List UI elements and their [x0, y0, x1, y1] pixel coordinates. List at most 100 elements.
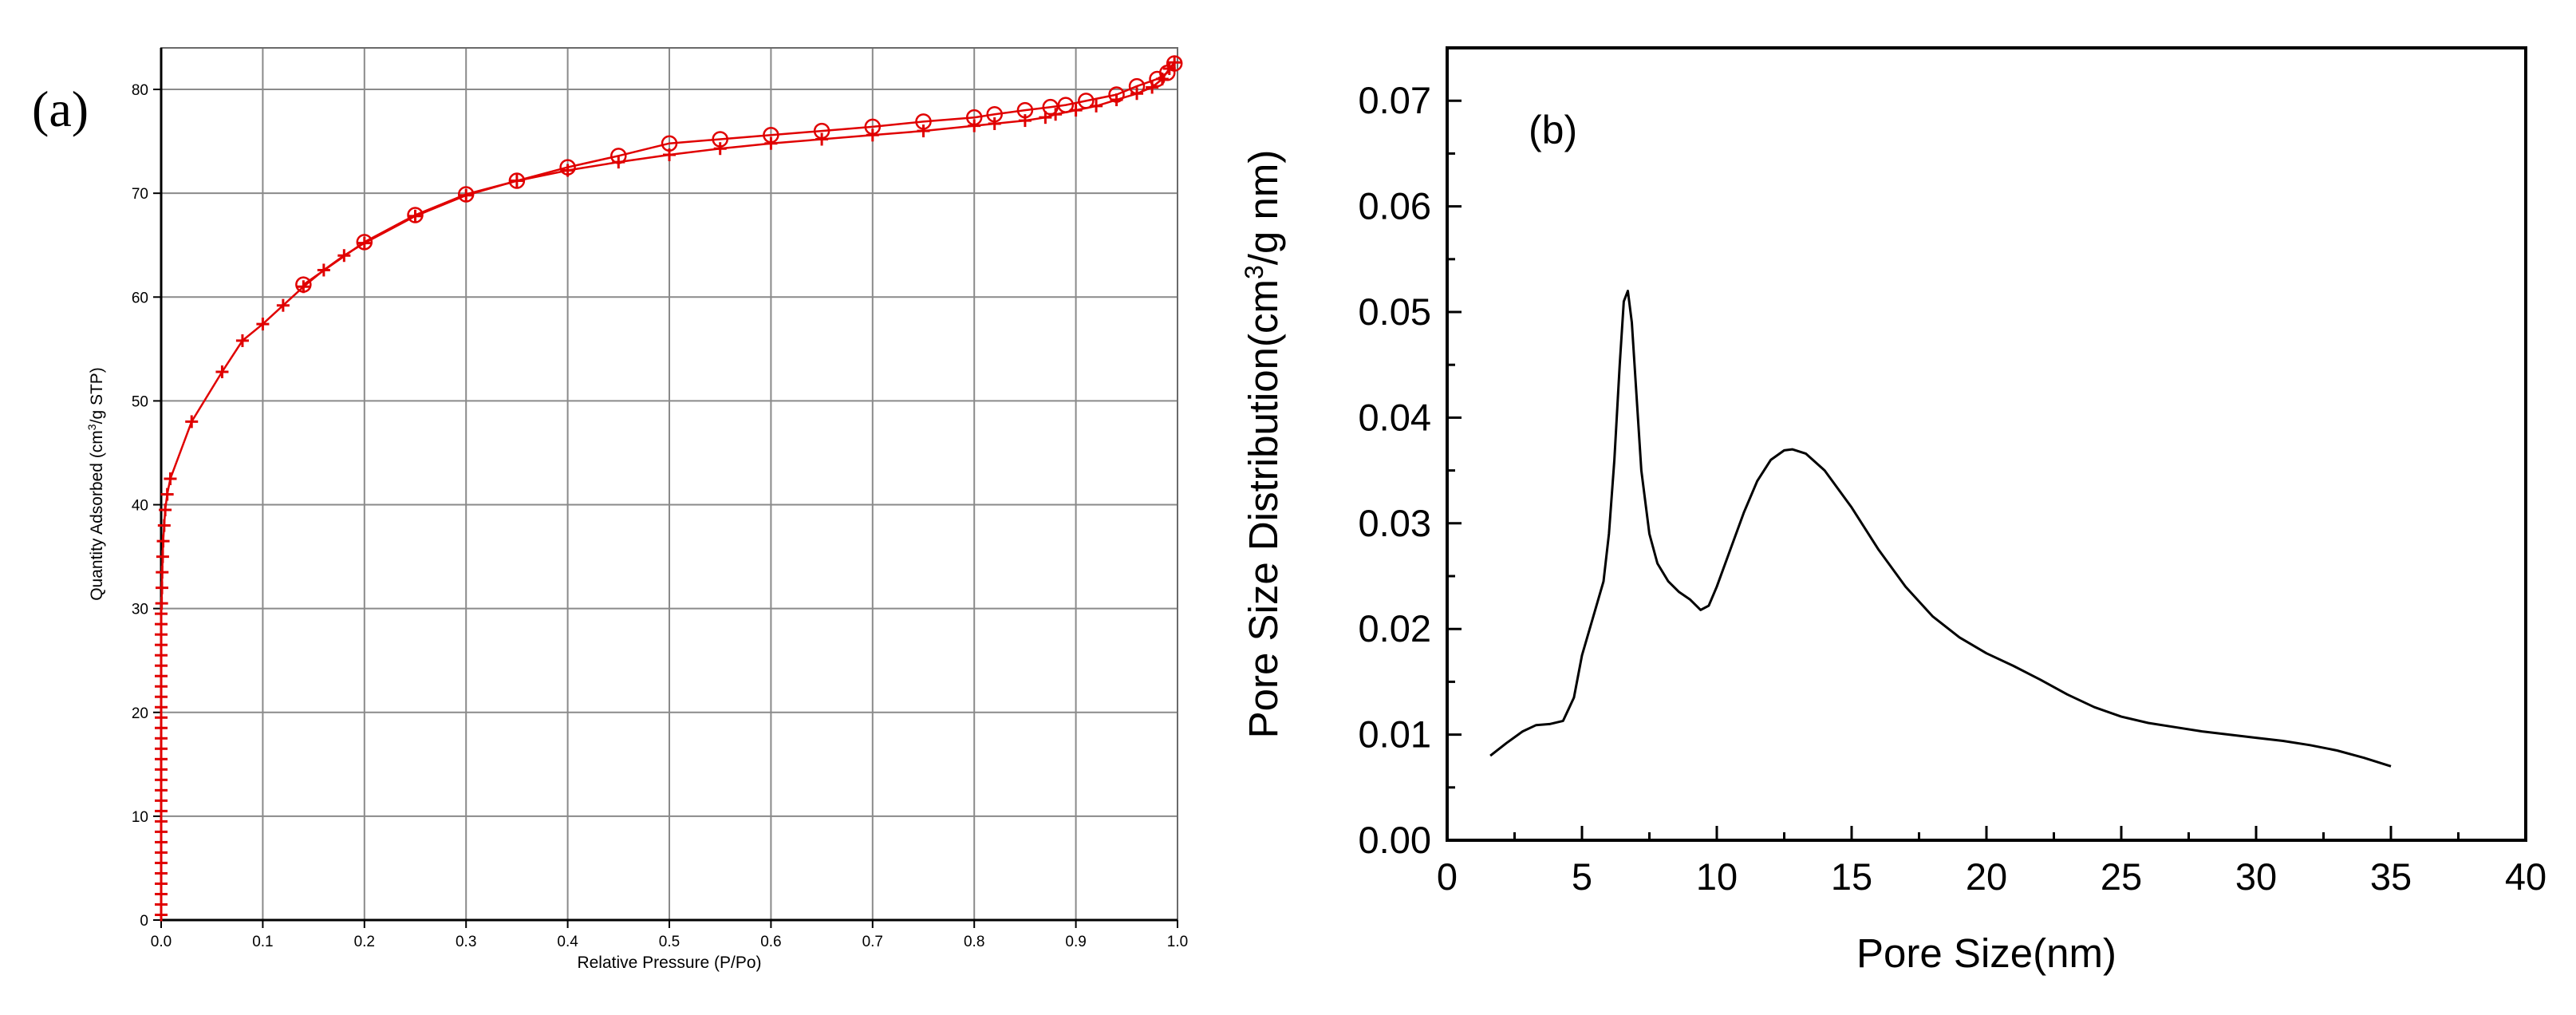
panel-a-x-tick-label: 0.7 [862, 934, 883, 950]
panel-a-x-tick-label: 0.2 [354, 934, 375, 950]
panel-b-y-tick-label: 0.02 [1359, 607, 1431, 650]
panel-a-point-circle [610, 148, 627, 164]
panel-a-series [155, 55, 1183, 922]
panel-a-x-tick-label: 0.3 [456, 934, 476, 950]
panel-a-x-tick-label: 1.0 [1167, 934, 1188, 950]
panel-b-x-tick-label: 10 [1696, 855, 1738, 898]
panel-b-x-tick-label: 25 [2101, 855, 2142, 898]
panel-a-point-circle [1078, 93, 1095, 109]
panel-a-y-axis-label-superscript: 3 [85, 424, 98, 430]
panel-a-point-plus [1018, 114, 1032, 128]
panel-a-point-plus [156, 581, 169, 594]
panel-b-x-tick-label: 20 [1966, 855, 2007, 898]
panel-b-y-tick-label: 0.03 [1359, 502, 1431, 544]
panel-a-label: (a) [32, 81, 89, 137]
panel-a-series-line-plus [160, 61, 1176, 915]
panel-b-plot-border [1446, 46, 2527, 842]
panel-a-x-ticks: 0.0 0.1 0.2 0.3 0.4 0.5 0.6 0.7 0.8 0.9 1.0 [151, 920, 1188, 950]
panel-a-point-plus [764, 136, 778, 150]
panel-a-point-plus [713, 142, 727, 156]
panel-b-x-axis-label: Pore Size(nm) [1856, 930, 2116, 976]
panel-a-point-circle [915, 113, 932, 130]
panel-a-y-tick-label: 10 [132, 809, 148, 826]
panel-a-y-tick-label: 40 [132, 498, 148, 515]
panel-a-point-circle [1057, 97, 1075, 113]
panel-a-y-tick-label: 70 [132, 186, 148, 203]
panel-a-point-circle [1128, 77, 1146, 95]
panel-a-point-plus [156, 566, 169, 579]
panel-a-point-plus [157, 519, 171, 532]
panel-a-point-circle [1016, 101, 1034, 119]
panel-a-chart: (a) 0.0 0.1 0.2 0.3 0.4 0.5 0.6 0.7 0.8 0.9 1.0 0 1… [32, 47, 1188, 972]
panel-a-point-plus [968, 119, 981, 132]
panel-a-point-circle [356, 234, 373, 251]
panel-b-y-ticks: 0.00 0.01 0.02 0.03 0.04 0.05 0.06 0.07 [1359, 79, 1462, 861]
panel-a-y-axis-label-part-2: /g STP) [88, 367, 106, 424]
panel-b-x-tick-label: 35 [2370, 855, 2412, 898]
panel-a-point-plus [164, 472, 177, 485]
panel-b-frame [1446, 46, 2527, 842]
panel-b-x-tick-label: 15 [1831, 855, 1872, 898]
panel-a-point-plus [988, 117, 1001, 130]
panel-b-x-tick-label: 40 [2505, 855, 2546, 898]
panel-a-point-circle [407, 207, 424, 223]
panel-a-point-plus [1168, 56, 1181, 69]
panel-a-point-circle [965, 109, 983, 126]
panel-a-y-axis-label-part-1: Quantity Adsorbed (cm [88, 430, 106, 601]
panel-a-x-tick-label: 0.4 [557, 934, 578, 950]
panel-a-point-circle [763, 127, 779, 144]
panel-a-point-plus [866, 128, 879, 142]
panel-a-y-tick-label: 80 [132, 82, 148, 99]
panel-b-y-tick-label: 0.05 [1359, 290, 1431, 333]
panel-a-y-tick-label: 50 [132, 393, 148, 410]
panel-a-y-tick-label: 0 [140, 913, 148, 930]
panel-b-chart: (b) 0 5 10 15 20 25 30 35 40 0.000.010.020.030.0… [1240, 46, 2546, 976]
panel-b-x-tick-label: 30 [2235, 855, 2277, 898]
panel-a-x-tick-label: 0.9 [1065, 934, 1086, 950]
panel-a-point-circle [1108, 86, 1125, 103]
panel-b-x-tick-label: 5 [1572, 855, 1592, 898]
panel-a-point-circle [295, 276, 312, 293]
panel-b-y-tick-label: 0.04 [1359, 396, 1431, 438]
panel-a-x-tick-label: 0.1 [252, 934, 273, 950]
panel-a-point-plus [155, 597, 168, 610]
panel-a-point-plus [160, 488, 174, 501]
panel-a-point-circle [986, 106, 1003, 123]
panel-a-point-plus [159, 504, 172, 517]
panel-a-grid [160, 47, 1178, 922]
panel-b-x-tick-label: 0 [1437, 855, 1458, 898]
panel-b-y-axis-label-part-2: /g nm) [1241, 150, 1286, 266]
panel-a-point-plus [235, 334, 249, 347]
panel-a-point-circle [457, 186, 475, 203]
panel-b-x-ticks: 0 5 10 15 20 25 30 35 40 [1437, 826, 2546, 898]
panel-b-series [1489, 290, 2392, 768]
panel-a-point-plus [215, 365, 229, 378]
panel-b-y-axis-label-part-1: Pore Size Distribution(cm [1241, 279, 1286, 738]
panel-a-y-axis-label: Quantity Adsorbed (cm3/g STP) [85, 367, 106, 601]
panel-a-y-tick-label: 60 [132, 290, 148, 306]
panel-a-point-circle [661, 135, 678, 152]
panel-b-y-tick-label: 0.06 [1359, 185, 1431, 227]
panel-b-y-tick-label: 0.07 [1359, 79, 1431, 121]
panel-a-point-circle [813, 122, 830, 140]
panel-a-point-circle [508, 172, 526, 189]
panel-a-point-plus [156, 550, 169, 563]
panel-b-label: (b) [1529, 108, 1577, 152]
panel-a-point-plus [256, 318, 270, 331]
panel-a-x-tick-label: 0.6 [760, 934, 781, 950]
panel-b-y-tick-label: 0.01 [1359, 713, 1431, 756]
panel-a-point-plus [156, 535, 170, 548]
panel-a-x-tick-label: 0.5 [659, 934, 680, 950]
panel-a-x-axis-label: Relative Pressure (P/Po) [577, 954, 761, 972]
panel-a-point-circle [712, 131, 728, 148]
panel-a-point-plus [917, 124, 930, 138]
panel-a-point-circle [559, 159, 576, 176]
panel-a-point-circle [864, 118, 882, 136]
panel-b-series-line [1489, 290, 2392, 768]
panel-a-y-tick-label: 20 [132, 705, 148, 722]
panel-a-y-ticks: 0 10 20 30 40 50 60 70 80 [132, 82, 161, 930]
panel-a-series-line-circle [302, 62, 1176, 286]
panel-b-y-tick-label: 0.00 [1359, 819, 1431, 861]
panel-a-point-circle [1149, 70, 1166, 88]
